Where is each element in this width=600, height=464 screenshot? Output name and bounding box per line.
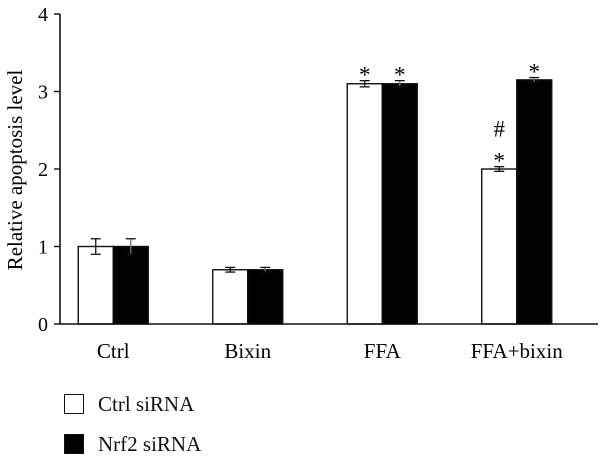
significance-mark: * — [494, 149, 506, 174]
significance-mark: # — [494, 117, 506, 142]
legend: Ctrl siRNA Nrf2 siRNA — [64, 384, 201, 464]
bar-2-1 — [381, 83, 418, 325]
bar-3-0 — [481, 168, 518, 325]
bar-1-1 — [247, 269, 284, 325]
bar-0-0 — [77, 245, 114, 325]
bar-2-0 — [346, 83, 383, 325]
significance-mark: * — [394, 63, 406, 88]
y-tick-label: 3 — [38, 82, 48, 104]
category-label: Ctrl — [97, 339, 130, 363]
legend-item-nrf2-sirna: Nrf2 siRNA — [64, 424, 201, 464]
legend-label-nrf2-sirna: Nrf2 siRNA — [98, 431, 202, 456]
significance-mark: * — [529, 60, 541, 85]
y-tick-label: 2 — [38, 159, 48, 181]
legend-item-ctrl-sirna: Ctrl siRNA — [64, 384, 201, 424]
x-axis: Ctrl Bixin FFA FFA+bixin — [60, 323, 598, 363]
significance-mark: * — [359, 63, 371, 88]
category-label: Bixin — [224, 339, 271, 363]
legend-swatch-ctrl-sirna — [64, 394, 84, 414]
category-label: FFA+bixin — [471, 339, 563, 363]
y-tick-label: 4 — [38, 4, 48, 26]
bar-0-1 — [112, 245, 149, 325]
legend-swatch-nrf2-sirna — [64, 434, 84, 454]
bar-3-1 — [516, 79, 553, 325]
bars: * * # * * — [77, 60, 553, 325]
y-tick-label: 1 — [38, 237, 48, 259]
bar-1-0 — [212, 269, 249, 325]
legend-label-ctrl-sirna: Ctrl siRNA — [98, 391, 195, 416]
y-axis: 0 1 2 3 4 — [38, 4, 61, 336]
y-tick-label: 0 — [38, 314, 48, 336]
category-label: FFA — [364, 339, 402, 363]
y-axis-label: Relative apoptosis level — [3, 70, 27, 271]
